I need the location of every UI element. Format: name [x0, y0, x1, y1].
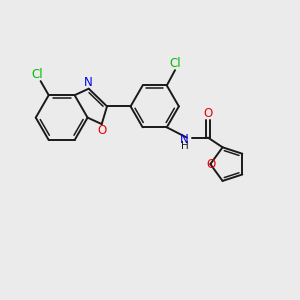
Text: Cl: Cl: [32, 68, 44, 81]
Text: O: O: [98, 124, 106, 137]
Text: N: N: [84, 76, 93, 89]
Text: N: N: [180, 133, 189, 146]
Text: O: O: [203, 107, 213, 120]
Text: Cl: Cl: [169, 57, 181, 70]
Text: O: O: [206, 158, 215, 171]
Text: H: H: [181, 141, 188, 151]
